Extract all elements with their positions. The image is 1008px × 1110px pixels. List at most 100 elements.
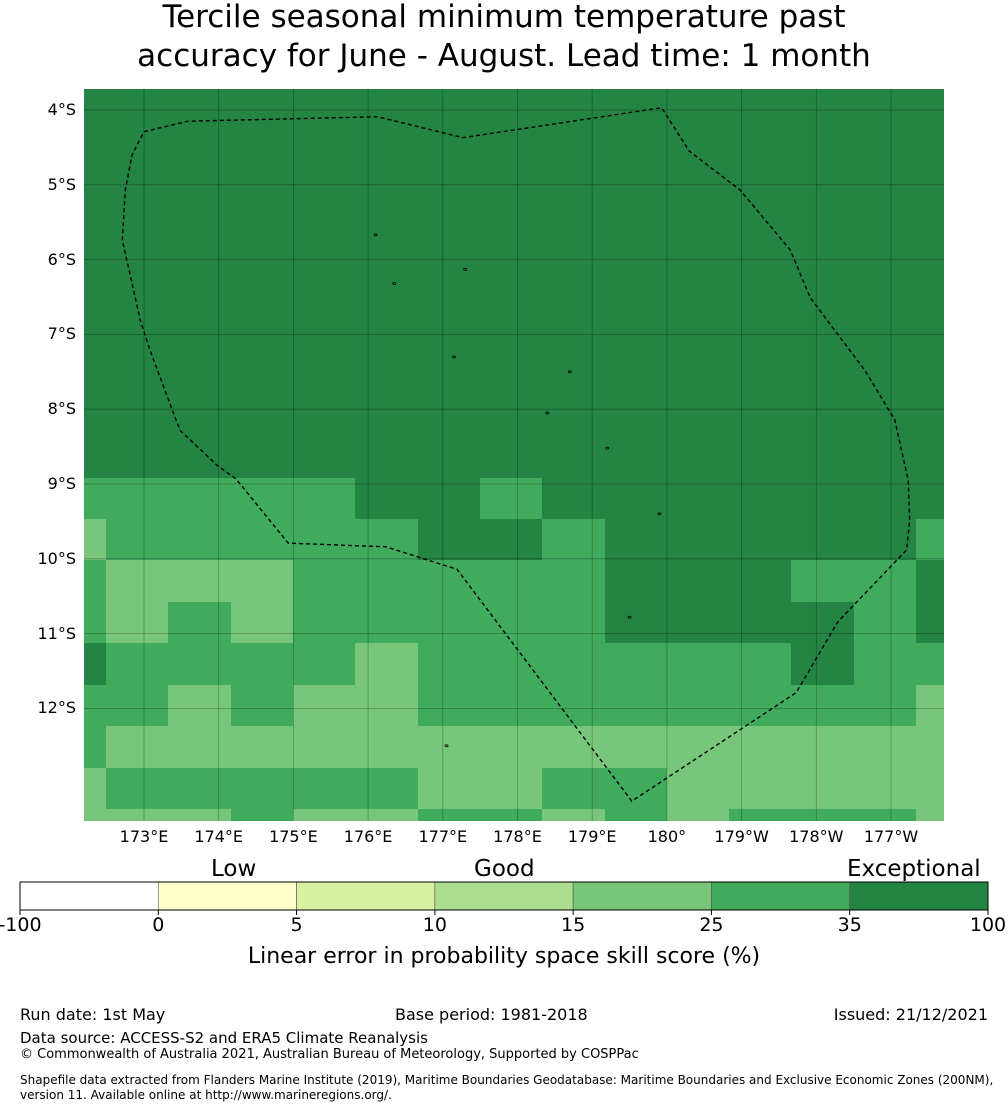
grid-cell: [542, 685, 606, 727]
island: [657, 512, 662, 516]
grid-cell: [106, 685, 169, 727]
x-tick-label: 180°: [647, 827, 687, 846]
island: [452, 355, 456, 359]
grid-cell: [542, 602, 606, 644]
grid-cell: [84, 768, 107, 810]
grid-cell: [106, 809, 169, 821]
grid-cell: [605, 478, 668, 520]
colorbar-tick-label: 35: [837, 914, 862, 936]
grid-cell: [480, 768, 543, 810]
colorbar-tick-label: 25: [699, 914, 724, 936]
grid-cell: [293, 602, 356, 644]
grid-cell: [729, 768, 792, 810]
grid-cell: [418, 602, 481, 644]
chart-title-line1: Tercile seasonal minimum temperature pas…: [162, 0, 846, 35]
grid-cell: [418, 643, 481, 686]
grid-cell: [231, 726, 294, 769]
grid-cell: [84, 809, 107, 821]
colorbar-label: Linear error in probability space skill …: [247, 944, 761, 969]
grid-cell: [854, 643, 917, 686]
grid-cell: [605, 809, 668, 821]
category-good: Good: [474, 856, 535, 882]
colorbar-tick-label: 100: [969, 914, 1007, 936]
x-tick-label: 177°E: [418, 827, 468, 846]
colorbar-segment: [157, 881, 297, 911]
grid-cell: [355, 643, 419, 686]
grid-cell: [542, 809, 606, 821]
shapefile-credit-2: version 11. Available online at http://w…: [20, 1088, 392, 1102]
colorbar-segment: [19, 881, 159, 911]
grid-cell: [854, 478, 917, 520]
copyright: © Commonwealth of Australia 2021, Austra…: [20, 1047, 639, 1062]
grid-cell: [84, 478, 107, 520]
colorbar: [19, 881, 989, 915]
colorbar-tick-label: 10: [422, 914, 447, 936]
colorbar-segment: [434, 881, 574, 911]
grid-cell: [916, 768, 944, 810]
grid-cell: [84, 602, 107, 644]
grid-cell: [293, 478, 356, 520]
grid-cell: [84, 519, 107, 561]
grid-cell: [418, 478, 481, 520]
eez-boundary: [121, 106, 911, 803]
grid-cell: [293, 519, 356, 561]
grid-cell: [667, 643, 730, 686]
grid-cell: [916, 809, 944, 821]
island: [444, 744, 449, 748]
grid-cell: [231, 478, 294, 520]
x-tick-label: 179°W: [714, 827, 769, 846]
grid-cell: [418, 685, 481, 727]
x-tick-label: 179°E: [567, 827, 617, 846]
y-tick-label: 6°S: [47, 249, 76, 269]
grid-cell: [854, 726, 917, 769]
grid-cell: [106, 519, 169, 561]
grid-cell: [168, 809, 232, 821]
shapefile-credit-1: Shapefile data extracted from Flanders M…: [20, 1073, 994, 1087]
x-tick-label: 173°E: [119, 827, 169, 846]
grid-cell: [231, 768, 294, 810]
grid-cell: [480, 602, 543, 644]
category-low: Low: [211, 856, 257, 882]
grid-cell: [84, 643, 107, 686]
grid-cell: [355, 685, 419, 727]
grid-cell: [106, 643, 169, 686]
grid-cell: [791, 560, 855, 603]
island: [373, 233, 378, 237]
island: [545, 411, 550, 415]
grid-cell: [480, 809, 543, 821]
grid-cell: [667, 768, 730, 810]
y-tick-label: 12°S: [37, 698, 76, 718]
grid-cell: [418, 809, 481, 821]
grid-cell: [729, 726, 792, 769]
colorbar-segment: [849, 881, 989, 911]
grid-cell: [418, 560, 481, 603]
grid-cell: [854, 685, 917, 727]
x-tick-label: 176°E: [343, 827, 393, 846]
island: [605, 446, 610, 450]
grid-cell: [168, 726, 232, 769]
grid-cell: [231, 809, 294, 821]
x-tick-label: 175°E: [269, 827, 318, 846]
grid-cell: [916, 602, 944, 644]
grid-cell: [418, 519, 481, 561]
grid-cell: [854, 768, 917, 810]
grid-cell: [667, 685, 730, 727]
grid-cell: [854, 809, 917, 821]
grid-cell: [231, 602, 294, 644]
grid-cell: [542, 560, 606, 603]
grid-cell: [542, 726, 606, 769]
grid-cell: [854, 602, 917, 644]
grid-cell: [168, 560, 232, 603]
grid-cell: [231, 643, 294, 686]
grid-cell: [667, 478, 730, 520]
run-date: Run date: 1st May: [20, 1005, 166, 1024]
grid-cell: [480, 726, 543, 769]
grid-cell: [854, 560, 917, 603]
grid-cell: [168, 768, 232, 810]
island: [627, 615, 632, 619]
grid-cell: [168, 643, 232, 686]
colorbar-tick-label: -100: [0, 914, 42, 936]
grid-cell: [480, 643, 543, 686]
grid-cell: [605, 560, 668, 603]
grid-cell: [106, 768, 169, 810]
